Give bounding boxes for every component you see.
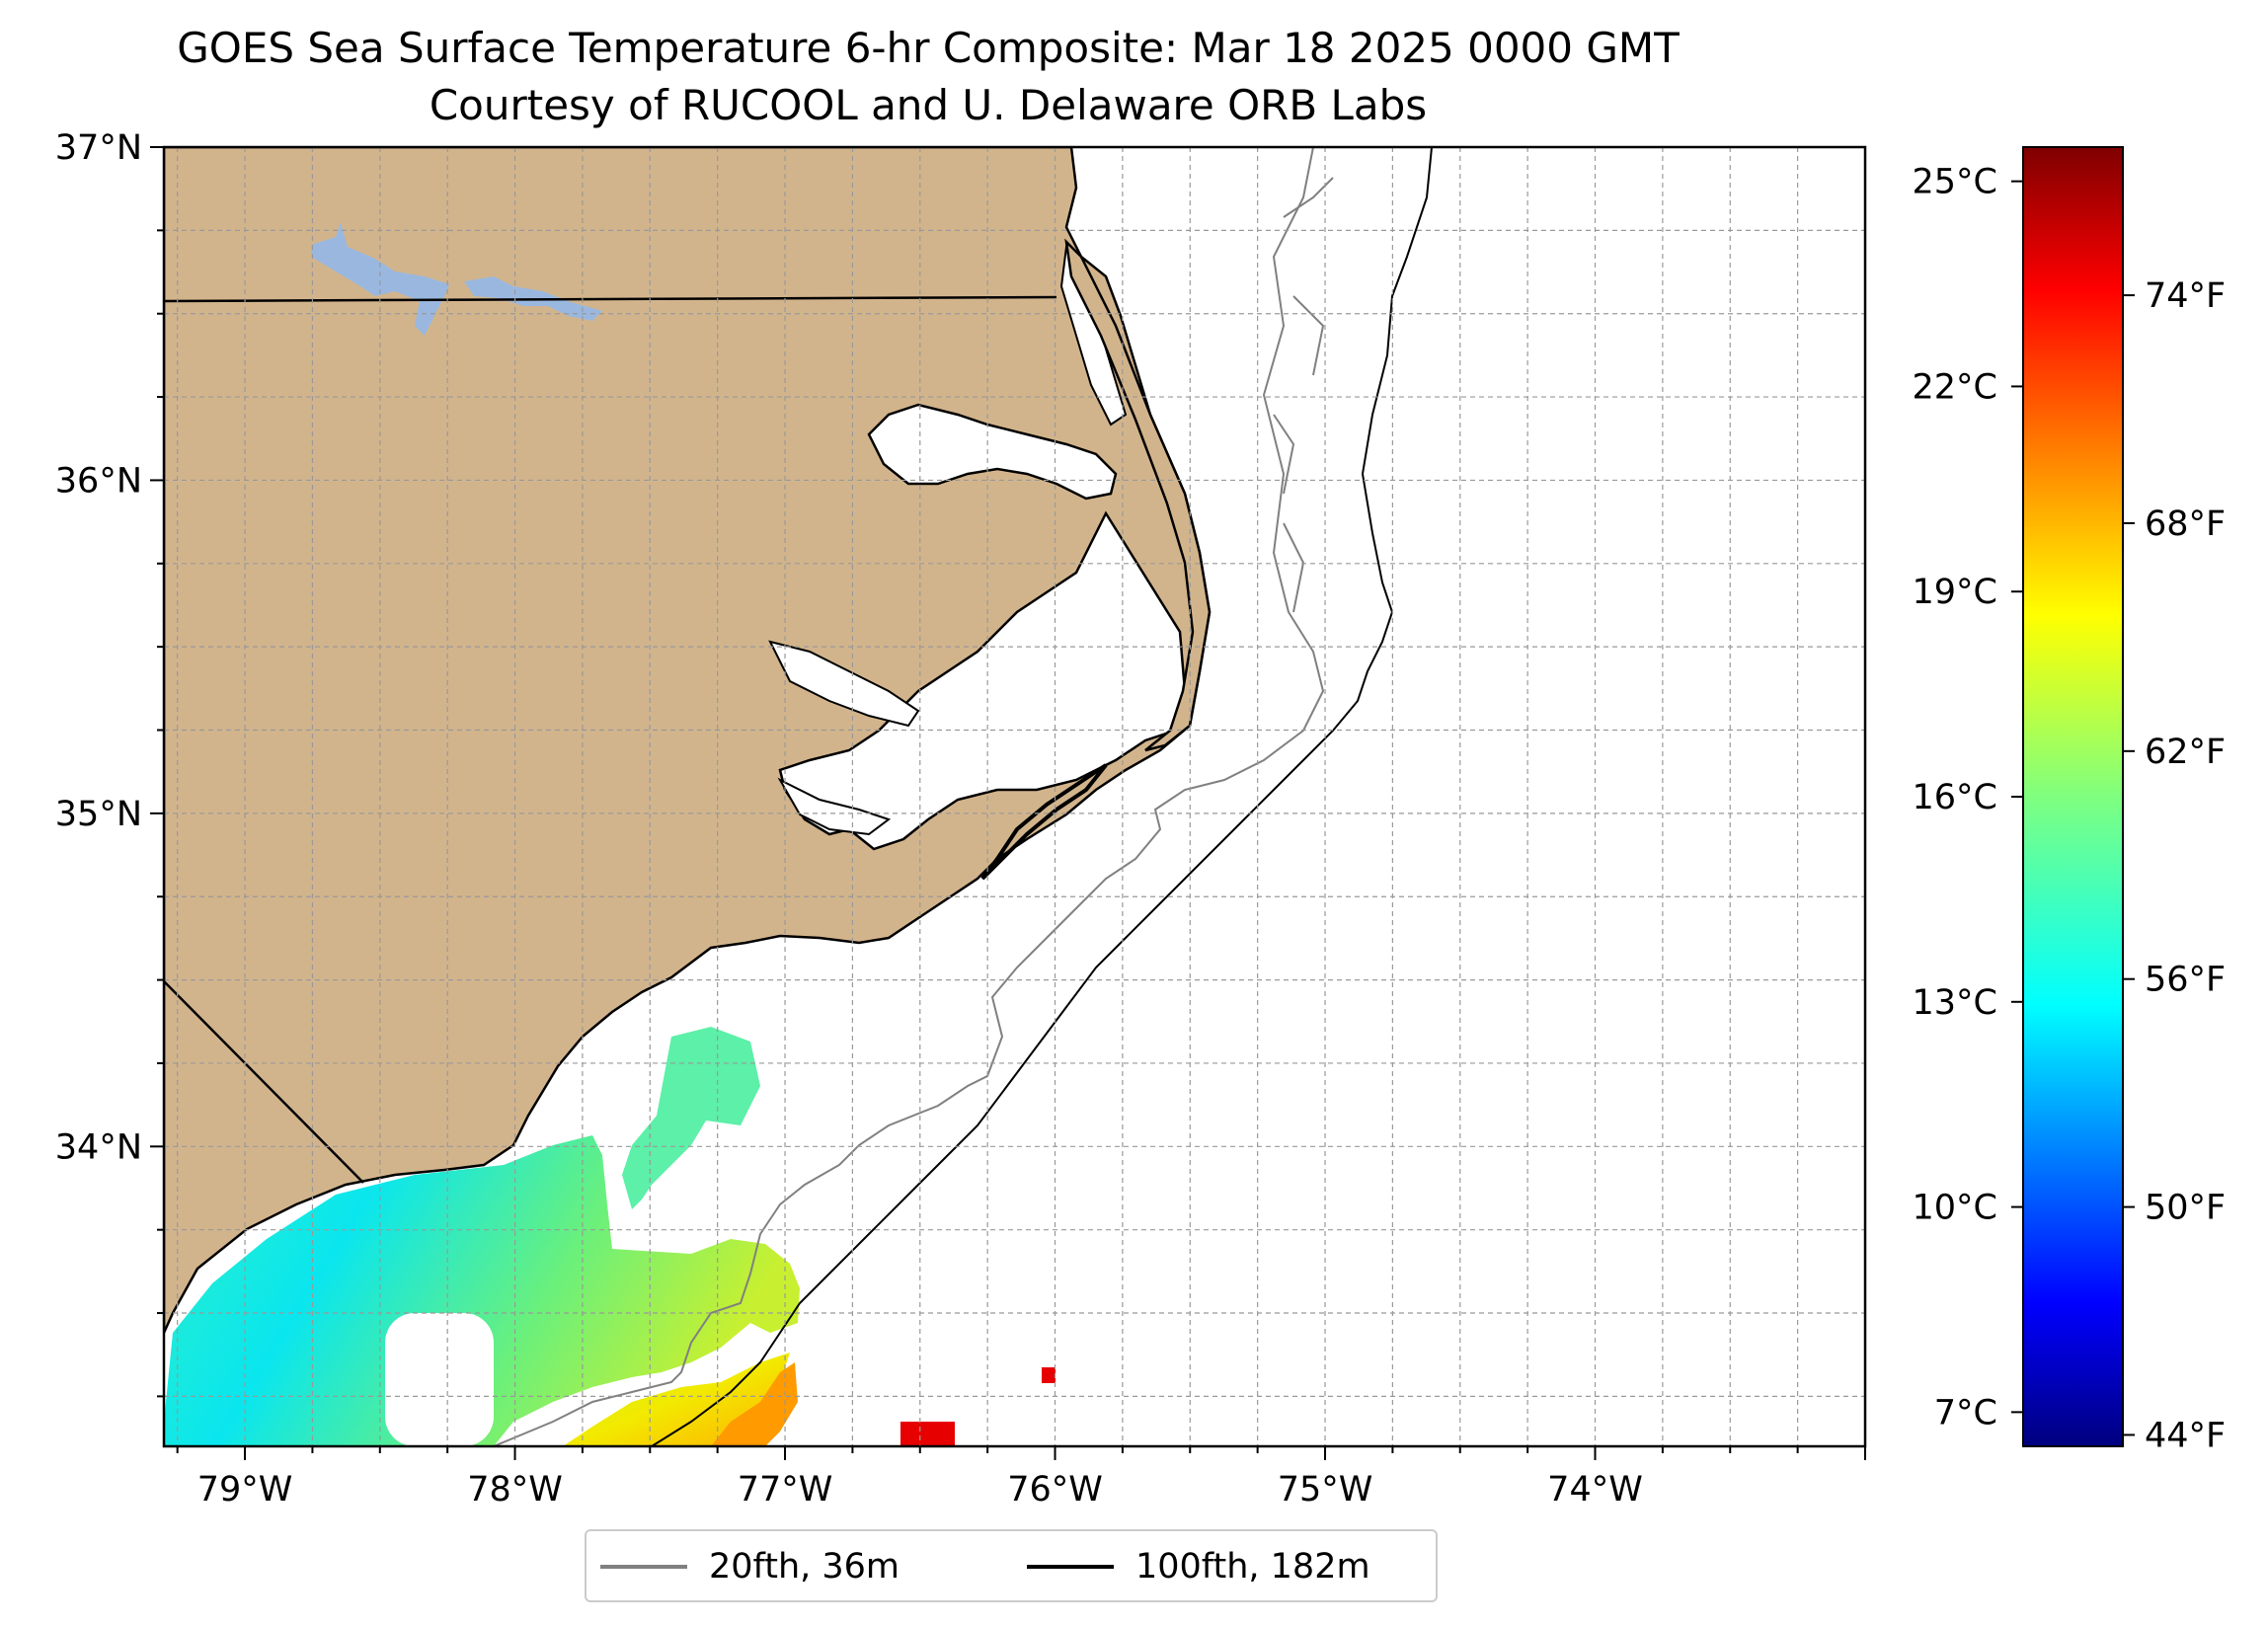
colorbar-c-label: 25°C xyxy=(1913,163,1997,202)
sst-hotspot-2 xyxy=(1042,1367,1056,1383)
cape-lookout-banks xyxy=(980,763,1108,881)
isobath-20fth-line xyxy=(493,147,1325,1446)
x-tick-label: 78°W xyxy=(467,1470,563,1510)
colorbar-ticks: 7°C 10°C 13°C 16°C 19°C 22°C 25°C 44°F 50°F 56°F 6… xyxy=(1913,163,2227,1456)
axis-ticks: 79°W 78°W 77°W 76°W 75°W 74°W 34°N 35°N 36°N 37°N xyxy=(55,128,1866,1510)
gridlines xyxy=(164,147,1865,1446)
x-tick-label: 79°W xyxy=(197,1470,293,1510)
legend-swatch-20fth xyxy=(600,1565,687,1569)
nc-sc-border xyxy=(164,980,364,1184)
colorbar-c-label: 22°C xyxy=(1913,367,1997,407)
kerr-lake xyxy=(311,222,602,336)
x-tick-label: 75°W xyxy=(1278,1470,1373,1510)
sst-hotspot-1 xyxy=(900,1422,955,1446)
colorbar-f-label: 68°F xyxy=(2145,504,2226,544)
chart-subtitle: Courtesy of RUCOOL and U. Delaware ORB L… xyxy=(429,81,1428,129)
pamlico-river xyxy=(777,777,892,836)
y-tick-label: 35°N xyxy=(55,795,142,834)
colorbar-c-label: 19°C xyxy=(1913,573,1997,612)
chart-title: GOES Sea Surface Temperature 6-hr Compos… xyxy=(177,24,1680,72)
map-frame xyxy=(162,145,1867,1448)
albemarle-sound xyxy=(867,403,1118,501)
colorbar-f-label: 74°F xyxy=(2145,276,2226,316)
x-tick-label: 76°W xyxy=(1007,1470,1103,1510)
map-area xyxy=(164,147,1865,1446)
colorbar-gradient xyxy=(2022,146,2124,1447)
sst-cloud-gap xyxy=(385,1313,494,1446)
outer-banks xyxy=(1064,238,1212,752)
legend-swatch-100fth xyxy=(1027,1565,1114,1569)
colorbar-f-label: 62°F xyxy=(2145,733,2226,772)
legend-label-20fth: 20fth, 36m xyxy=(709,1547,900,1587)
colorbar-f-label: 44°F xyxy=(2145,1416,2226,1455)
sst-data-patch-nearshore xyxy=(164,1135,800,1446)
y-tick-label: 37°N xyxy=(55,128,142,168)
legend-item-100fth: 100fth, 182m xyxy=(1027,1547,1370,1587)
neuse-river xyxy=(768,640,920,728)
colorbar-f-label: 50°F xyxy=(2145,1189,2226,1228)
legend: 20fth, 36m 100fth, 182m xyxy=(585,1529,1438,1602)
colorbar-c-label: 7°C xyxy=(1934,1393,1997,1432)
legend-label-100fth: 100fth, 182m xyxy=(1135,1547,1370,1587)
legend-item-20fth: 20fth, 36m xyxy=(600,1547,899,1587)
isobath-100fth-line xyxy=(651,147,1433,1446)
sst-data-patch-offshore-blob xyxy=(622,1027,760,1209)
colorbar-c-label: 10°C xyxy=(1913,1189,1997,1228)
y-tick-label: 34°N xyxy=(55,1127,142,1167)
isobath-20fth-shoals xyxy=(1273,177,1334,613)
x-tick-label: 77°W xyxy=(738,1470,833,1510)
y-tick-label: 36°N xyxy=(55,461,142,501)
colorbar-f-label: 56°F xyxy=(2145,961,2226,1000)
sst-data-patch-orange xyxy=(711,1362,798,1446)
colorbar-c-label: 13°C xyxy=(1913,983,1997,1023)
colorbar-c-label: 16°C xyxy=(1913,778,1997,817)
x-tick-label: 74°W xyxy=(1547,1470,1643,1510)
